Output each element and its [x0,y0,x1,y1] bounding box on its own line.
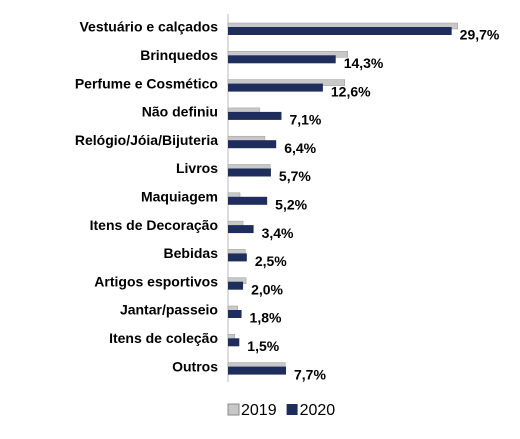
legend-swatch [286,404,298,415]
category-label: Brinquedos [140,47,218,63]
value-label: 2,0% [251,281,283,297]
value-label: 14,3% [344,55,384,71]
bar [228,310,242,318]
value-label: 7,1% [289,112,321,128]
bar [228,140,277,149]
category-label: Relógio/Jóia/Bijuteria [75,132,218,148]
bar [228,55,336,64]
bar [228,338,240,347]
bar [228,168,271,177]
value-label: 12,6% [331,83,371,99]
value-label: 29,7% [460,27,500,43]
category-label: Maquiagem [141,189,218,205]
category-label: Itens de Decoração [90,217,218,233]
bar [228,225,254,234]
bar [228,366,286,375]
value-label: 5,2% [275,197,307,213]
category-label: Jantar/passeio [120,302,218,318]
value-label: 1,5% [247,338,279,354]
legend-label: 2019 [241,402,277,419]
bar [228,196,268,205]
category-label: Outros [172,358,218,374]
value-label: 2,5% [255,253,287,269]
category-label: Perfume e Cosmético [75,75,218,91]
bar [228,281,244,290]
category-label: Artigos esportivos [94,273,218,289]
value-label: 6,4% [284,140,316,156]
legend-label: 2020 [300,402,336,419]
bar [228,253,247,262]
bar [228,111,282,120]
legend-swatch [227,403,240,416]
value-label: 5,7% [279,168,311,184]
bar [228,83,323,92]
category-label: Bebidas [164,245,219,261]
bar [228,27,452,35]
category-label: Itens de coleção [109,330,218,346]
value-label: 7,7% [294,366,326,382]
category-label: Livros [176,160,218,176]
category-label: Não definiu [142,104,218,120]
value-label: 1,8% [250,310,282,326]
category-label: Vestuário e calçados [79,19,218,35]
value-label: 3,4% [262,225,294,241]
